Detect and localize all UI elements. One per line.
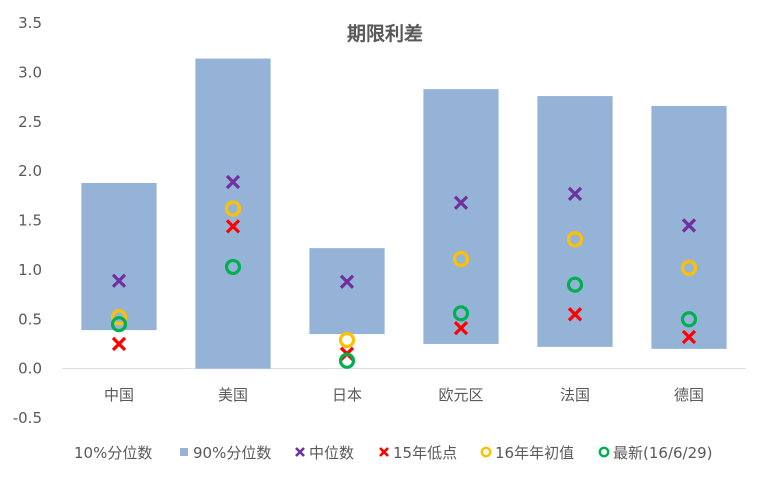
x-tick-label: 欧元区 xyxy=(438,386,483,404)
legend-o-icon xyxy=(598,446,610,458)
legend-label: 16年年初值 xyxy=(495,444,574,462)
x-tick-label: 美国 xyxy=(218,386,248,404)
x-tick-label: 日本 xyxy=(332,386,362,404)
range-bar xyxy=(537,96,613,347)
marker-x-point xyxy=(225,219,241,234)
legend-x-icon xyxy=(379,447,389,457)
legend-x-icon xyxy=(295,447,305,457)
y-tick-label: 0.5 xyxy=(18,310,42,328)
marker-o-point xyxy=(566,276,584,293)
x-tick-label: 中国 xyxy=(104,386,134,404)
marker-o-point xyxy=(338,331,356,349)
y-tick-label: 1.5 xyxy=(18,212,42,230)
y-tick-label: 1.0 xyxy=(18,261,42,279)
y-tick-label: 3.0 xyxy=(18,63,42,81)
y-tick-label: 0.0 xyxy=(18,360,42,378)
marker-o-point xyxy=(680,259,698,276)
x-tick-label: 德国 xyxy=(674,386,704,404)
legend-label: 10%分位数 xyxy=(74,444,152,462)
chart-title: 期限利差 xyxy=(347,22,423,45)
marker-o-point xyxy=(680,311,698,328)
marker-x-point xyxy=(681,218,697,233)
marker-x-point xyxy=(453,195,469,210)
legend-label: 90%分位数 xyxy=(193,444,271,462)
legend-label: 最新(16/6/29) xyxy=(613,444,713,462)
marker-o-point xyxy=(566,231,584,248)
marker-x-point xyxy=(567,307,583,322)
y-tick-label: 3.5 xyxy=(18,14,42,32)
legend-label: 15年低点 xyxy=(393,444,457,462)
marker-o-point xyxy=(224,200,242,217)
legend-label: 中位数 xyxy=(309,444,354,462)
y-axis: 3.5 3.0 2.5 2.0 1.5 1.0 0.5 0.0 -0.5 xyxy=(13,14,42,427)
x-tick-label: 法国 xyxy=(560,386,590,404)
legend-swatch xyxy=(180,448,188,456)
marker-layer xyxy=(110,174,698,369)
legend: 10%分位数 90%分位数 中位数 15年低点 16年年初值 最新(16/6/29) xyxy=(74,444,713,462)
marker-o-point xyxy=(452,305,470,322)
marker-x-point xyxy=(111,336,127,352)
marker-o-point xyxy=(224,258,242,276)
y-tick-label: 2.0 xyxy=(18,162,42,180)
marker-x-point xyxy=(567,186,583,201)
x-axis: 中国 美国 日本 欧元区 法国 德国 xyxy=(104,386,704,404)
marker-o-point xyxy=(110,316,128,333)
marker-o-point xyxy=(110,309,128,326)
y-tick-label: 2.5 xyxy=(18,113,42,131)
marker-x-point xyxy=(111,273,127,288)
bar-layer xyxy=(81,58,727,369)
y-tick-label: -0.5 xyxy=(13,409,42,427)
marker-x-point xyxy=(339,274,355,289)
range-bar xyxy=(309,248,385,335)
range-bar xyxy=(81,182,157,331)
marker-x-point xyxy=(225,174,241,190)
marker-x-point xyxy=(681,329,697,345)
legend-o-icon xyxy=(480,446,492,458)
marker-o-point xyxy=(452,250,470,268)
marker-x-point xyxy=(453,321,469,336)
marker-o-point xyxy=(338,352,356,369)
range-bar xyxy=(423,89,499,344)
